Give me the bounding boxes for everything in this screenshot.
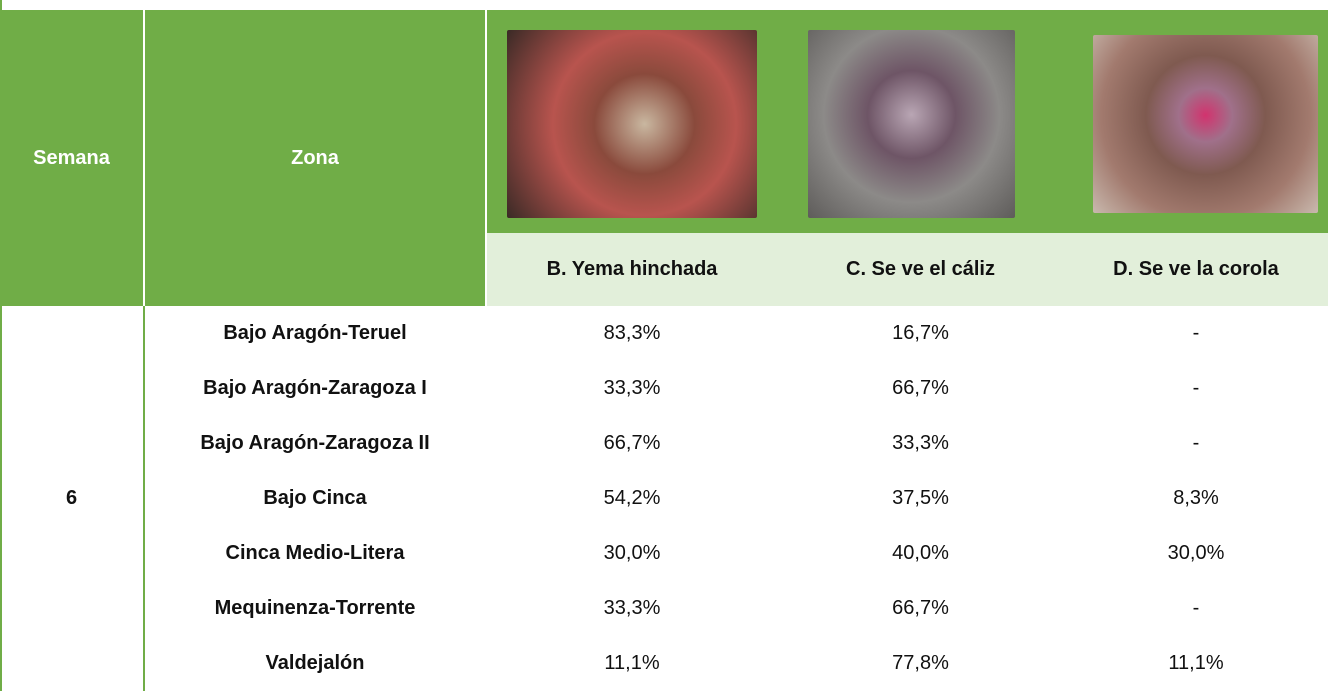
- header-semana: Semana: [0, 10, 143, 306]
- percent-value: 11,1%: [1064, 636, 1328, 691]
- stage-label: C. Se ve el cáliz: [777, 233, 1064, 306]
- percent-value: 66,7%: [777, 361, 1064, 416]
- percent-value: -: [1064, 416, 1328, 471]
- percent-value: 37,5%: [777, 471, 1064, 526]
- stage-label: D. Se ve la corola: [1064, 233, 1328, 306]
- zona-name: Valdejalón: [145, 636, 485, 691]
- percent-value: 83,3%: [487, 306, 777, 361]
- zona-name: Bajo Aragón-Zaragoza I: [145, 361, 485, 416]
- photo-yema: [507, 30, 757, 218]
- semana-value: 6: [0, 306, 143, 691]
- stage-label: B. Yema hinchada: [487, 233, 777, 306]
- percent-value: 33,3%: [487, 361, 777, 416]
- percent-value: 30,0%: [487, 526, 777, 581]
- percent-value: 33,3%: [777, 416, 1064, 471]
- percent-value: -: [1064, 361, 1328, 416]
- zona-name: Bajo Cinca: [145, 471, 485, 526]
- zona-name: Bajo Aragón-Zaragoza II: [145, 416, 485, 471]
- zona-name: Cinca Medio-Litera: [145, 526, 485, 581]
- percent-value: 8,3%: [1064, 471, 1328, 526]
- percent-value: 77,8%: [777, 636, 1064, 691]
- percent-value: -: [1064, 306, 1328, 361]
- percent-value: 33,3%: [487, 581, 777, 636]
- percent-value: 54,2%: [487, 471, 777, 526]
- percent-value: 30,0%: [1064, 526, 1328, 581]
- photo-corola: [1093, 35, 1318, 213]
- percent-value: -: [1064, 581, 1328, 636]
- percent-value: 66,7%: [487, 416, 777, 471]
- percent-value: 16,7%: [777, 306, 1064, 361]
- zona-name: Mequinenza-Torrente: [145, 581, 485, 636]
- top-margin: [0, 0, 1328, 10]
- percent-value: 66,7%: [777, 581, 1064, 636]
- percent-value: 40,0%: [777, 526, 1064, 581]
- header-zona: Zona: [145, 10, 485, 306]
- zona-name: Bajo Aragón-Teruel: [145, 306, 485, 361]
- percent-value: 11,1%: [487, 636, 777, 691]
- photo-caliz: [808, 30, 1015, 218]
- table-page: SemanaZonaB. Yema hinchadaC. Se ve el cá…: [0, 0, 1328, 691]
